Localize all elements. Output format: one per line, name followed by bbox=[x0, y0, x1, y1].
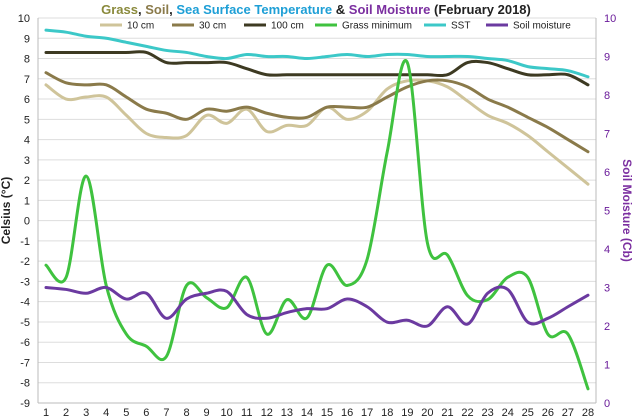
y-tick-label: 0 bbox=[24, 216, 30, 228]
y-tick-label: -4 bbox=[20, 297, 30, 309]
series-line-sst bbox=[44, 28, 590, 79]
x-tick-label: 9 bbox=[204, 407, 210, 419]
x-tick-label: 13 bbox=[281, 407, 293, 419]
title-part: Soil Moisture bbox=[349, 2, 431, 17]
legend-label: 100 cm bbox=[271, 21, 304, 32]
title-part: , bbox=[138, 2, 145, 17]
x-tick-label: 20 bbox=[421, 407, 433, 419]
series-line-30-cm bbox=[44, 71, 590, 154]
x-tick-label: 26 bbox=[542, 407, 554, 419]
x-tick-label: 12 bbox=[261, 407, 273, 419]
x-tick-label: 17 bbox=[361, 407, 373, 419]
y-tick-label: 8 bbox=[24, 54, 30, 66]
y-tick-label: 3 bbox=[24, 155, 30, 167]
y2-axis-ticks: 0 1 2 3 4 5 6 7 8 9 10 bbox=[604, 13, 616, 410]
y-tick-label: 6 bbox=[24, 94, 30, 106]
x-tick-label: 3 bbox=[83, 407, 89, 419]
y-tick-label: 2 bbox=[24, 175, 30, 187]
y2-tick-label: 6 bbox=[604, 167, 610, 179]
y2-tick-label: 0 bbox=[604, 398, 610, 410]
x-axis-ticks: 1 2 3 4 5 6 7 8 9 10 11 12 13 14 15 16 17 18 19 20 21 22 23 24 2… bbox=[43, 407, 594, 419]
title-part: (February 2018) bbox=[430, 2, 530, 17]
series-line-100-cm bbox=[44, 50, 590, 87]
x-tick-label: 21 bbox=[441, 407, 453, 419]
x-tick-label: 7 bbox=[163, 407, 169, 419]
title-part: Soil bbox=[145, 2, 169, 17]
title-part: Sea Surface Temperature bbox=[176, 2, 332, 17]
x-tick-label: 23 bbox=[482, 407, 494, 419]
x-tick-label: 14 bbox=[301, 407, 313, 419]
x-tick-label: 15 bbox=[321, 407, 333, 419]
x-tick-label: 16 bbox=[341, 407, 353, 419]
y-tick-label: -7 bbox=[20, 357, 30, 369]
x-tick-label: 24 bbox=[502, 407, 514, 419]
y2-tick-label: 1 bbox=[604, 360, 610, 372]
x-tick-label: 2 bbox=[63, 407, 69, 419]
x-tick-label: 6 bbox=[143, 407, 149, 419]
y-tick-label: 1 bbox=[24, 195, 30, 207]
chart-series bbox=[44, 28, 590, 391]
y-tick-label: -9 bbox=[20, 398, 30, 410]
x-tick-label: 1 bbox=[43, 407, 49, 419]
y-tick-label: 4 bbox=[24, 135, 30, 147]
y-axis-label: Celsius (°C) bbox=[0, 177, 13, 244]
y2-tick-label: 8 bbox=[604, 90, 610, 102]
x-tick-label: 10 bbox=[221, 407, 233, 419]
x-tick-label: 11 bbox=[241, 407, 252, 419]
y2-tick-label: 5 bbox=[604, 206, 610, 218]
y-tick-label: -2 bbox=[20, 256, 30, 268]
title-part: , bbox=[169, 2, 176, 17]
x-tick-label: 8 bbox=[183, 407, 189, 419]
x-tick-label: 18 bbox=[381, 407, 393, 419]
y-axis-ticks: -9 -8 -7 -6 -5 -4 -3 -2 -1 0 1 2 3 4 5 6 7 8 9 10 bbox=[18, 13, 30, 410]
x-tick-label: 4 bbox=[103, 407, 109, 419]
series-line-10-cm bbox=[44, 78, 590, 186]
series-line-soil-moisture bbox=[44, 285, 590, 328]
y-tick-label: -6 bbox=[20, 337, 30, 349]
y-tick-label: 9 bbox=[24, 33, 30, 45]
y-tick-label: 10 bbox=[18, 13, 30, 25]
x-tick-label: 25 bbox=[522, 407, 534, 419]
chart-legend: 10 cm 30 cm 100 cm Grass minimum SST Soil moi… bbox=[100, 21, 571, 32]
chart-title: Grass, Soil, Sea Surface Temperature & S… bbox=[101, 2, 531, 17]
y-tick-label: -3 bbox=[20, 276, 30, 288]
x-tick-label: 22 bbox=[461, 407, 473, 419]
legend-label: Soil moisture bbox=[513, 21, 571, 32]
y-tick-label: 7 bbox=[24, 74, 30, 86]
legend-label: SST bbox=[451, 21, 470, 32]
title-part: & bbox=[332, 2, 349, 17]
y2-axis-label: Soil Moisture (Cb) bbox=[620, 159, 633, 262]
y2-tick-label: 10 bbox=[604, 13, 616, 25]
y2-tick-label: 2 bbox=[604, 321, 610, 333]
y-tick-label: -1 bbox=[20, 236, 30, 248]
y2-tick-label: 7 bbox=[604, 129, 610, 141]
series-line-grass-minimum bbox=[44, 59, 590, 391]
legend-label: Grass minimum bbox=[342, 21, 412, 32]
x-tick-label: 5 bbox=[123, 407, 129, 419]
y-tick-label: 5 bbox=[24, 114, 30, 126]
y-tick-label: -8 bbox=[20, 378, 30, 390]
legend-label: 30 cm bbox=[199, 21, 226, 32]
y2-tick-label: 4 bbox=[604, 244, 610, 256]
x-tick-label: 28 bbox=[582, 407, 594, 419]
title-part: Grass bbox=[101, 2, 138, 17]
y2-tick-label: 9 bbox=[604, 52, 610, 64]
legend-label: 10 cm bbox=[127, 21, 154, 32]
x-tick-label: 27 bbox=[562, 407, 574, 419]
x-tick-label: 19 bbox=[401, 407, 413, 419]
y2-tick-label: 3 bbox=[604, 283, 610, 295]
grid-lines bbox=[37, 17, 597, 404]
y-tick-label: -5 bbox=[20, 317, 30, 329]
